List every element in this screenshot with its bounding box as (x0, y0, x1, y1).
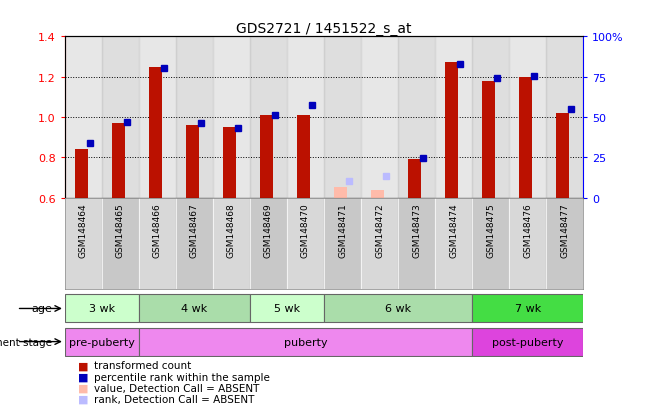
Bar (472, 198, 509, 289)
Bar (287, 37, 324, 198)
Bar (287, 198, 324, 289)
Title: GDS2721 / 1451522_s_at: GDS2721 / 1451522_s_at (237, 22, 411, 36)
Bar (472, 328, 583, 356)
Bar (334, 187, 347, 198)
Text: GSM148475: GSM148475 (486, 203, 495, 257)
Bar (149, 67, 162, 198)
Text: value, Detection Call = ABSENT: value, Detection Call = ABSENT (94, 383, 259, 393)
Text: ■: ■ (78, 394, 88, 404)
Text: 3 wk: 3 wk (89, 304, 115, 314)
Bar (139, 198, 176, 289)
Bar (509, 37, 546, 198)
Text: GSM148471: GSM148471 (338, 203, 347, 257)
Text: GSM148472: GSM148472 (375, 203, 384, 257)
Bar (435, 37, 472, 198)
Bar (472, 37, 509, 198)
Bar (509, 198, 546, 289)
Bar (65, 295, 139, 323)
Text: GSM148473: GSM148473 (412, 203, 421, 257)
Bar (102, 198, 139, 289)
Bar (213, 37, 250, 198)
Text: pre-puberty: pre-puberty (69, 337, 135, 347)
Bar (482, 81, 495, 198)
Text: ■: ■ (78, 361, 88, 370)
Bar (213, 198, 250, 289)
Bar (408, 160, 421, 198)
Bar (75, 150, 88, 198)
Bar (472, 295, 583, 323)
Bar (557, 114, 570, 198)
Text: rank, Detection Call = ABSENT: rank, Detection Call = ABSENT (94, 394, 254, 404)
Text: 7 wk: 7 wk (515, 304, 541, 314)
Bar (139, 37, 176, 198)
Text: GSM148474: GSM148474 (449, 203, 458, 257)
Bar (519, 78, 532, 198)
Bar (65, 198, 102, 289)
Text: transformed count: transformed count (94, 361, 191, 370)
Bar (223, 128, 236, 198)
Bar (546, 198, 583, 289)
Text: puberty: puberty (284, 337, 327, 347)
Text: GSM148470: GSM148470 (301, 203, 310, 257)
Bar (250, 37, 287, 198)
Bar (186, 126, 199, 198)
Text: GSM148468: GSM148468 (227, 203, 236, 257)
Bar (176, 198, 213, 289)
Bar (445, 63, 458, 198)
Bar (435, 198, 472, 289)
Text: post-puberty: post-puberty (492, 337, 563, 347)
Text: GSM148476: GSM148476 (523, 203, 532, 257)
Bar (324, 37, 361, 198)
Text: GSM148464: GSM148464 (79, 203, 88, 257)
Bar (324, 198, 361, 289)
Text: development stage: development stage (0, 337, 52, 347)
Bar (361, 198, 398, 289)
Text: GSM148465: GSM148465 (116, 203, 125, 257)
Text: 6 wk: 6 wk (385, 304, 411, 314)
Text: GSM148469: GSM148469 (264, 203, 273, 257)
Text: 4 wk: 4 wk (181, 304, 207, 314)
Bar (324, 295, 472, 323)
Bar (546, 37, 583, 198)
Bar (250, 198, 287, 289)
Bar (139, 295, 250, 323)
Text: GSM148477: GSM148477 (560, 203, 569, 257)
Text: ■: ■ (78, 383, 88, 393)
Bar (371, 190, 384, 198)
Bar (398, 198, 435, 289)
Bar (139, 328, 472, 356)
Text: ■: ■ (78, 372, 88, 382)
Bar (250, 295, 324, 323)
Bar (176, 37, 213, 198)
Bar (260, 116, 273, 198)
Bar (102, 37, 139, 198)
Bar (112, 124, 125, 198)
Bar (361, 37, 398, 198)
Bar (297, 116, 310, 198)
Bar (65, 328, 139, 356)
Bar (65, 37, 102, 198)
Text: GSM148467: GSM148467 (190, 203, 199, 257)
Bar (398, 37, 435, 198)
Text: GSM148466: GSM148466 (153, 203, 162, 257)
Text: percentile rank within the sample: percentile rank within the sample (94, 372, 270, 382)
Text: 5 wk: 5 wk (274, 304, 300, 314)
Text: age: age (31, 304, 52, 314)
